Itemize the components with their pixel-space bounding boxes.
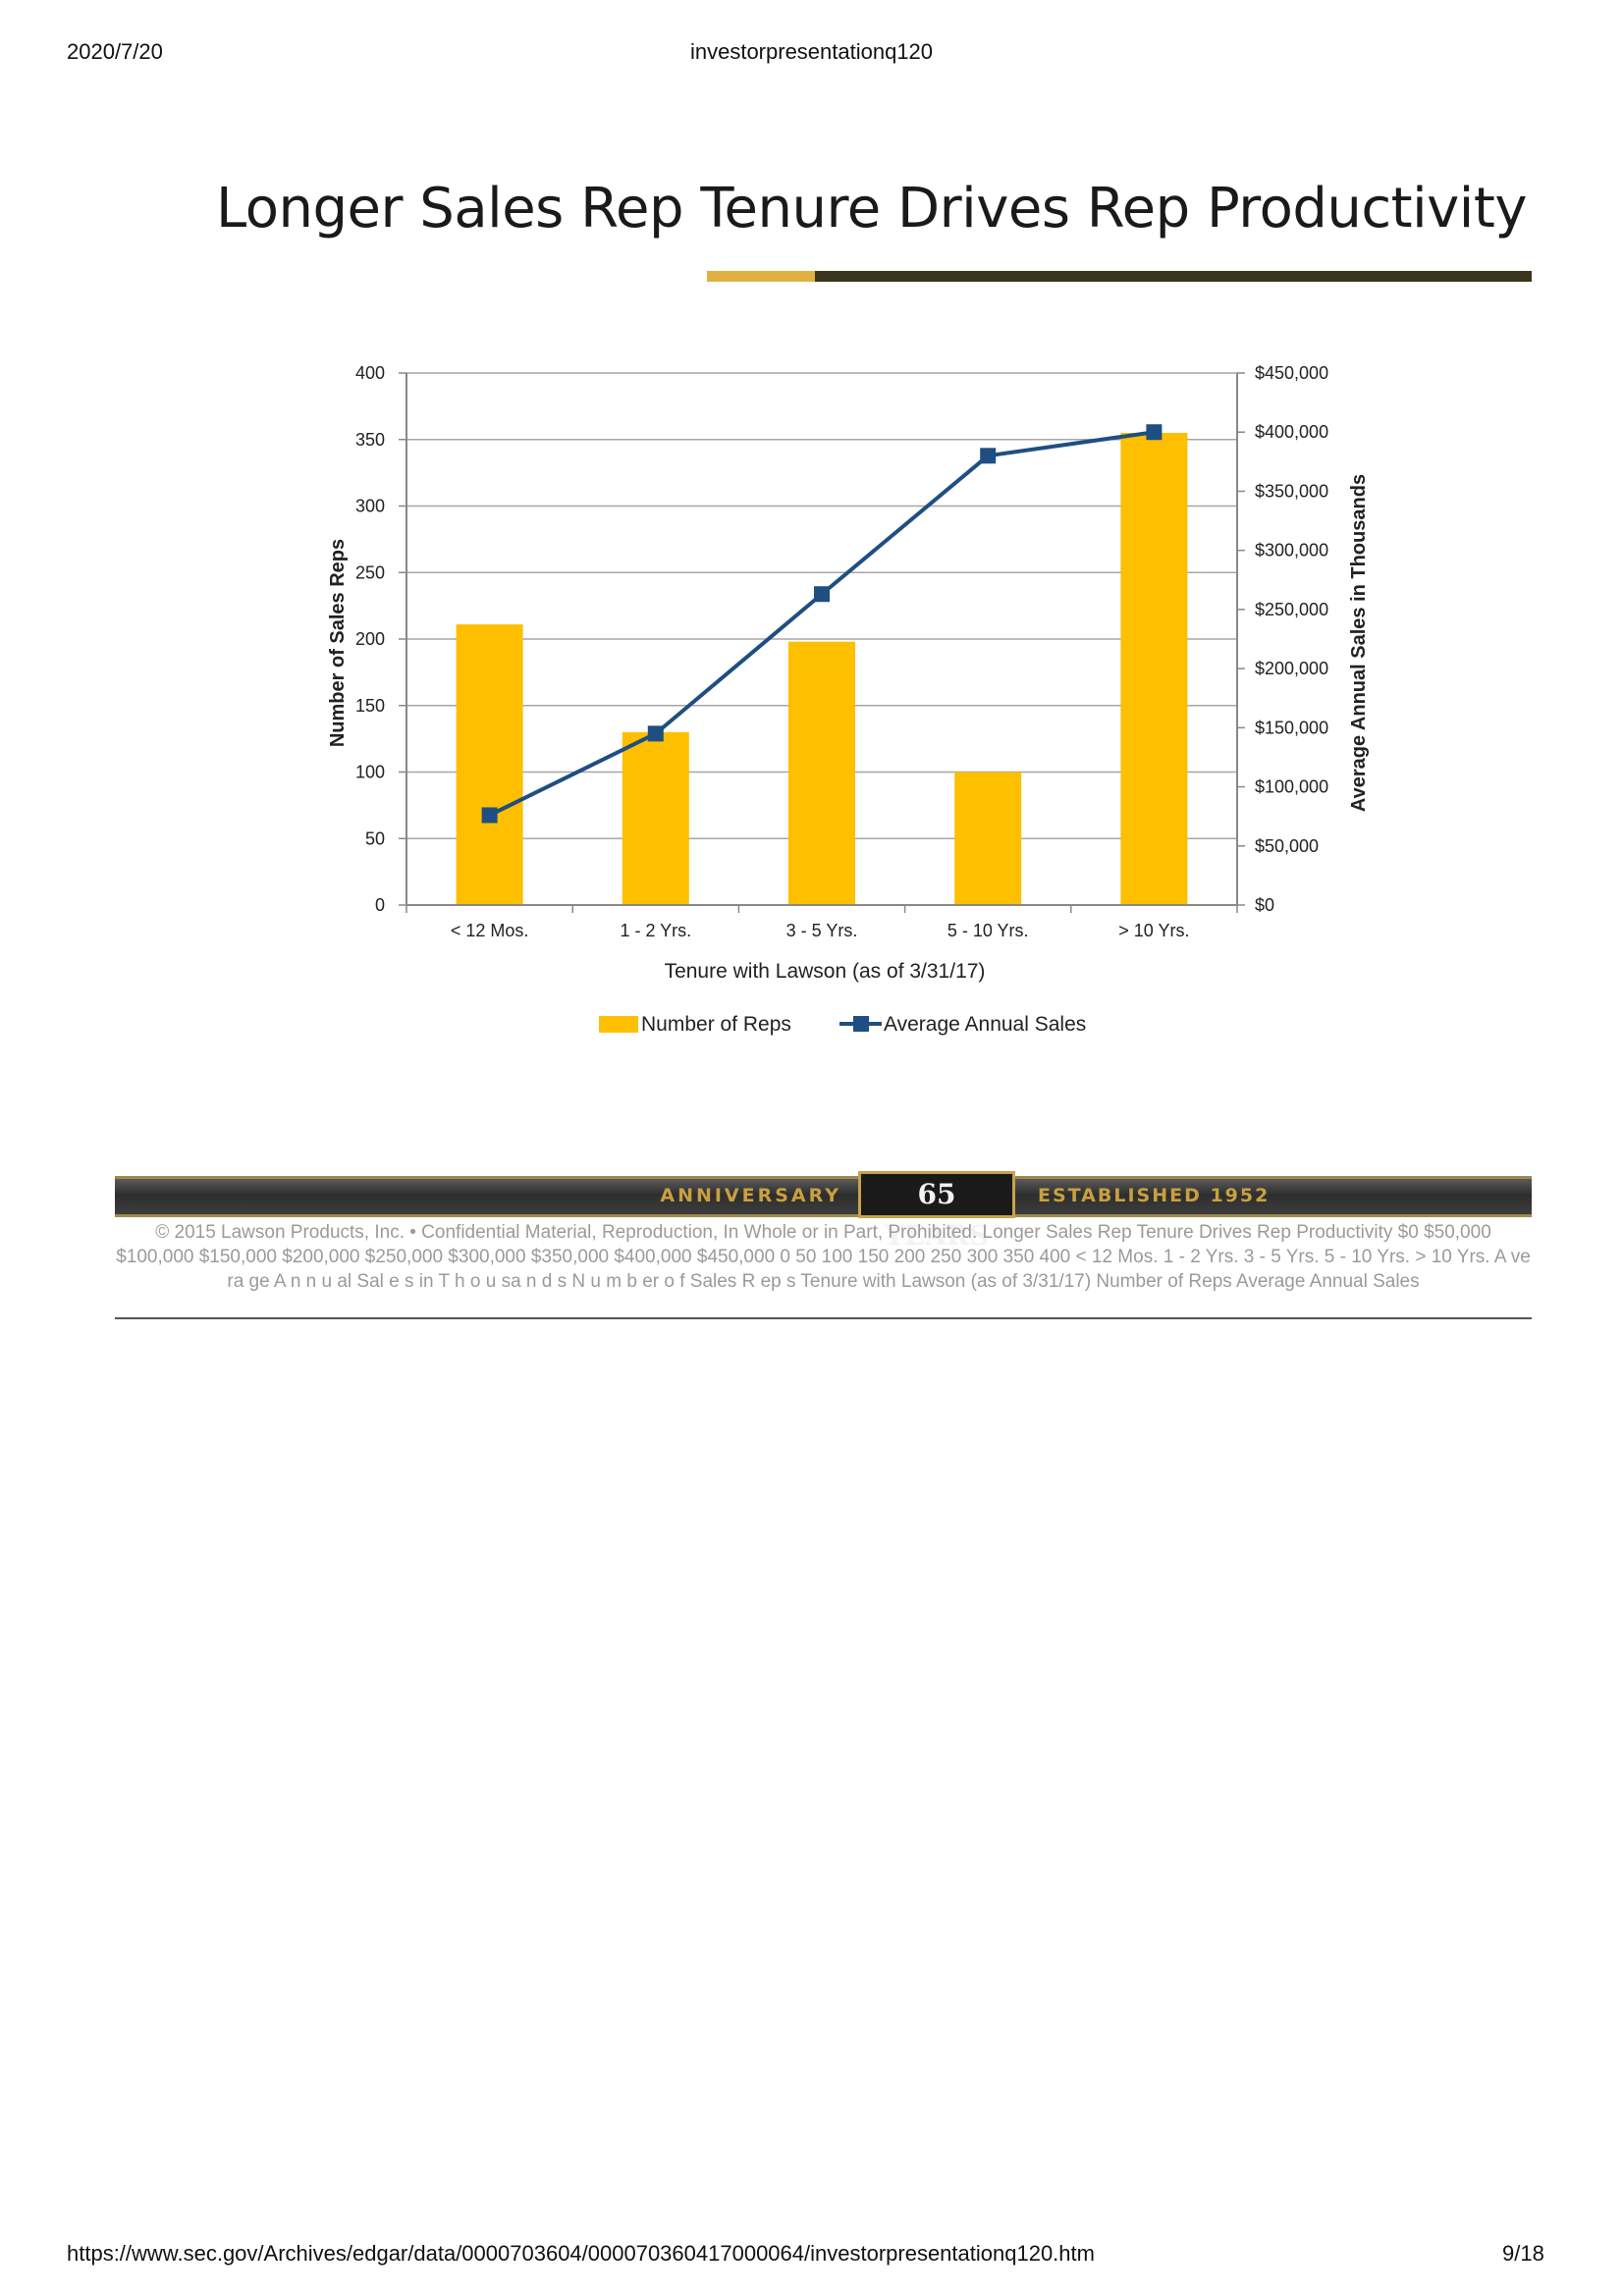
- left-tick-label: 150: [355, 696, 385, 716]
- print-date: 2020/7/20: [67, 39, 163, 64]
- right-tick-label: $450,000: [1255, 363, 1328, 383]
- slide-title: Longer Sales Rep Tenure Drives Rep Produ…: [216, 177, 1527, 240]
- bar-5: [1120, 432, 1188, 905]
- title-accent-gold: [707, 271, 815, 282]
- page-number: 9/18: [1502, 2241, 1544, 2266]
- legend-label-bars: Number of Reps: [641, 1013, 791, 1036]
- right-tick-label: $50,000: [1255, 836, 1319, 856]
- x-tick-label: > 10 Yrs.: [1118, 921, 1189, 940]
- chart-bars: [456, 432, 1188, 905]
- avg-sales-point-4: [980, 448, 997, 464]
- left-tick-label: 200: [355, 629, 385, 649]
- bar-2: [622, 731, 689, 905]
- left-tick-label: 0: [375, 895, 385, 915]
- left-tick-label: 250: [355, 562, 385, 582]
- right-axis-ticks: $0 $50,000 $100,000 $150,000 $200,000 $250,00…: [1237, 363, 1328, 915]
- x-tick-label: 3 - 5 Yrs.: [786, 921, 858, 940]
- right-tick-label: $0: [1255, 895, 1274, 915]
- chart-legend: Number of Reps Average Annual Sales: [599, 1013, 1086, 1036]
- slide-footer-text: © 2015 Lawson Products, Inc. • Confident…: [116, 1222, 1531, 1292]
- banner-anniversary-text: ANNIVERSARY: [660, 1185, 841, 1206]
- title-accent-dark: [815, 271, 1532, 282]
- right-axis-title: Average Annual Sales in Thousands: [1348, 474, 1370, 812]
- x-tick-label: 1 - 2 Yrs.: [620, 921, 691, 940]
- left-axis-title: Number of Sales Reps: [327, 539, 349, 747]
- document-title: investorpresentationq120: [689, 39, 934, 64]
- bar-4: [954, 772, 1022, 905]
- bar-1: [456, 624, 523, 905]
- anniversary-banner: ANNIVERSARY 65 YEARS ESTABLISHED 1952: [115, 1171, 1532, 1252]
- x-tick-label: 5 - 10 Yrs.: [947, 921, 1029, 940]
- left-tick-label: 350: [355, 430, 385, 450]
- x-axis-title: Tenure with Lawson (as of 3/31/17): [665, 960, 986, 983]
- right-tick-label: $300,000: [1255, 541, 1328, 561]
- tenure-chart: 0 50 100 150 200 250 300 350 400 $0 $50,000 $100,0…: [327, 363, 1370, 1036]
- right-tick-label: $400,000: [1255, 422, 1328, 442]
- right-tick-label: $100,000: [1255, 777, 1328, 797]
- right-tick-label: $150,000: [1255, 718, 1328, 737]
- legend-swatch-marker: [853, 1016, 869, 1032]
- right-tick-label: $250,000: [1255, 600, 1328, 619]
- avg-sales-point-3: [814, 586, 830, 603]
- legend-label-line: Average Annual Sales: [884, 1013, 1086, 1036]
- document-url: https://www.sec.gov/Archives/edgar/data/…: [67, 2241, 1095, 2266]
- banner-established-text: ESTABLISHED 1952: [1038, 1185, 1271, 1206]
- legend-swatch-bars: [599, 1016, 638, 1033]
- avg-sales-point-5: [1146, 424, 1163, 441]
- right-tick-label: $350,000: [1255, 481, 1328, 501]
- left-axis-ticks: 0 50 100 150 200 250 300 350 400: [355, 363, 406, 915]
- avg-sales-point-2: [647, 725, 664, 742]
- x-tick-label: < 12 Mos.: [451, 921, 529, 940]
- chart-line-series: [481, 424, 1163, 824]
- footer-divider: [115, 1317, 1532, 1319]
- x-axis-ticks: < 12 Mos. 1 - 2 Yrs. 3 - 5 Yrs. 5 - 10 Yrs.…: [451, 921, 1190, 940]
- left-tick-label: 50: [365, 828, 385, 848]
- banner-years-badge: 65 YEARS: [858, 1171, 1015, 1252]
- left-tick-label: 400: [355, 363, 385, 383]
- avg-sales-point-1: [481, 807, 498, 824]
- left-tick-label: 100: [355, 763, 385, 782]
- left-tick-label: 300: [355, 497, 385, 516]
- bar-3: [788, 641, 855, 905]
- right-tick-label: $200,000: [1255, 659, 1328, 678]
